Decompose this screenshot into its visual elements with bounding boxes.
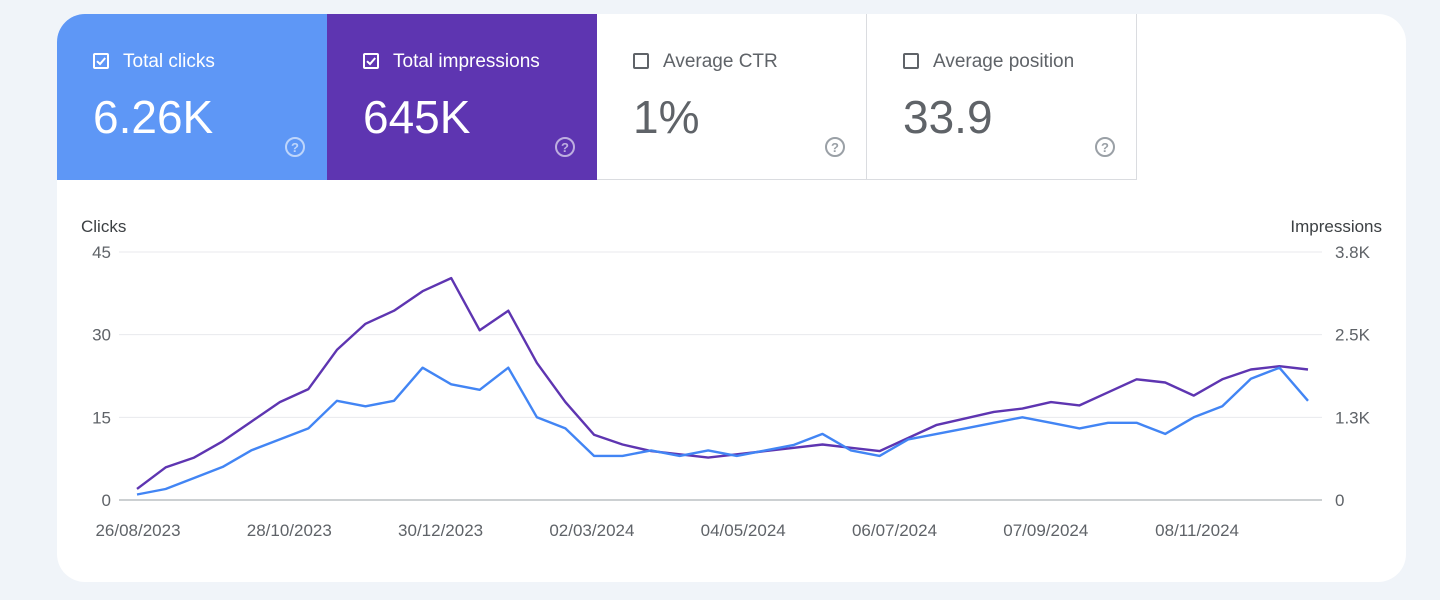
x-tick-label: 04/05/2024	[701, 521, 786, 540]
average-position-value: 33.9	[903, 91, 993, 143]
x-tick-label: 06/07/2024	[852, 521, 937, 540]
y-right-tick-label: 0	[1335, 491, 1344, 510]
performance-card: Total clicks 6.26K ? Total impressions 6…	[57, 14, 1406, 582]
y-right-tick-label: 2.5K	[1335, 326, 1371, 345]
total-impressions-tile[interactable]: Total impressions 645K ?	[327, 14, 597, 180]
help-icon[interactable]: ?	[285, 137, 305, 157]
total-clicks-tile[interactable]: Total clicks 6.26K ?	[57, 14, 327, 180]
clicks-series-line	[136, 366, 1309, 496]
y-axis-left-ticks: 45 30 15 0	[92, 243, 111, 510]
x-tick-label: 26/08/2023	[95, 521, 180, 540]
average-ctr-tile[interactable]: Average CTR 1% ?	[597, 14, 867, 180]
y-left-tick-label: 45	[92, 243, 111, 262]
total-clicks-label: Total clicks	[123, 51, 215, 72]
help-icon[interactable]: ?	[825, 137, 845, 157]
checkbox-icon[interactable]	[363, 53, 379, 69]
performance-chart[interactable]: Clicks Impressions 45 30 15 0 3.8K 2.5K 1.3K 0…	[57, 14, 1406, 582]
help-icon[interactable]: ?	[1095, 137, 1115, 157]
y-axis-right-ticks: 3.8K 2.5K 1.3K 0	[1335, 243, 1371, 510]
impressions-series-line	[136, 276, 1309, 490]
y-left-tick-label: 0	[102, 491, 111, 510]
average-position-label: Average position	[933, 51, 1075, 72]
x-tick-label: 08/11/2024	[1155, 521, 1239, 540]
average-ctr-label: Average CTR	[663, 51, 778, 72]
average-position-tile[interactable]: Average position 33.9 ?	[867, 14, 1137, 180]
total-impressions-label: Total impressions	[393, 51, 540, 72]
checkbox-icon[interactable]	[903, 53, 919, 69]
series-lines	[136, 276, 1309, 496]
y-left-tick-label: 15	[92, 408, 111, 427]
y-axis-right-label: Impressions	[1290, 217, 1382, 236]
x-tick-label: 07/09/2024	[1003, 521, 1088, 540]
average-ctr-value: 1%	[633, 91, 700, 143]
total-impressions-value: 645K	[363, 91, 471, 143]
total-clicks-value: 6.26K	[93, 91, 214, 143]
y-right-tick-label: 1.3K	[1335, 408, 1371, 427]
checkbox-icon[interactable]	[633, 53, 649, 69]
y-left-tick-label: 30	[92, 326, 111, 345]
x-tick-label: 02/03/2024	[549, 521, 634, 540]
y-axis-left-label: Clicks	[81, 217, 126, 236]
x-tick-label: 28/10/2023	[247, 521, 332, 540]
x-tick-label: 30/12/2023	[398, 521, 483, 540]
grid-lines	[119, 251, 1322, 501]
help-icon[interactable]: ?	[555, 137, 575, 157]
x-axis-ticks: 26/08/2023 28/10/2023 30/12/2023 02/03/2024…	[95, 521, 1239, 540]
checkbox-icon[interactable]	[93, 53, 109, 69]
y-right-tick-label: 3.8K	[1335, 243, 1371, 262]
metric-tiles: Total clicks 6.26K ? Total impressions 6…	[57, 14, 1137, 180]
